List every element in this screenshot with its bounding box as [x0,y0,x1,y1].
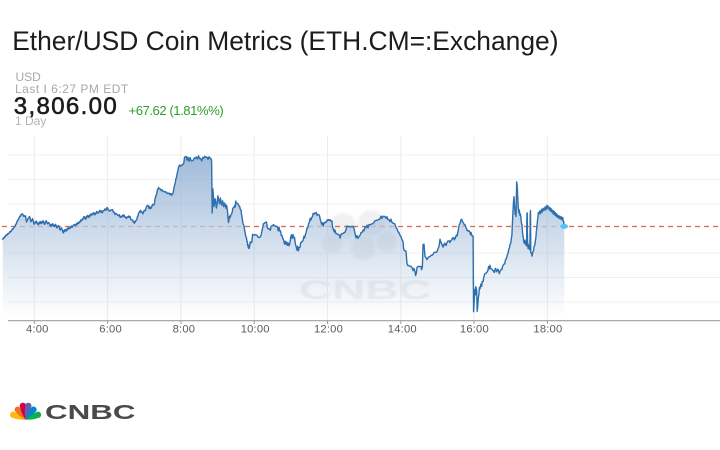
svg-text:18:00: 18:00 [533,324,562,336]
svg-text:10:00: 10:00 [241,324,270,336]
svg-text:4:00: 4:00 [26,324,49,336]
svg-text:8:00: 8:00 [173,324,196,336]
svg-text:14:00: 14:00 [388,324,417,336]
svg-text:CNBC: CNBC [45,400,135,423]
svg-text:16:00: 16:00 [460,324,489,336]
svg-text:6:00: 6:00 [99,324,122,336]
svg-text:12:00: 12:00 [314,324,343,336]
